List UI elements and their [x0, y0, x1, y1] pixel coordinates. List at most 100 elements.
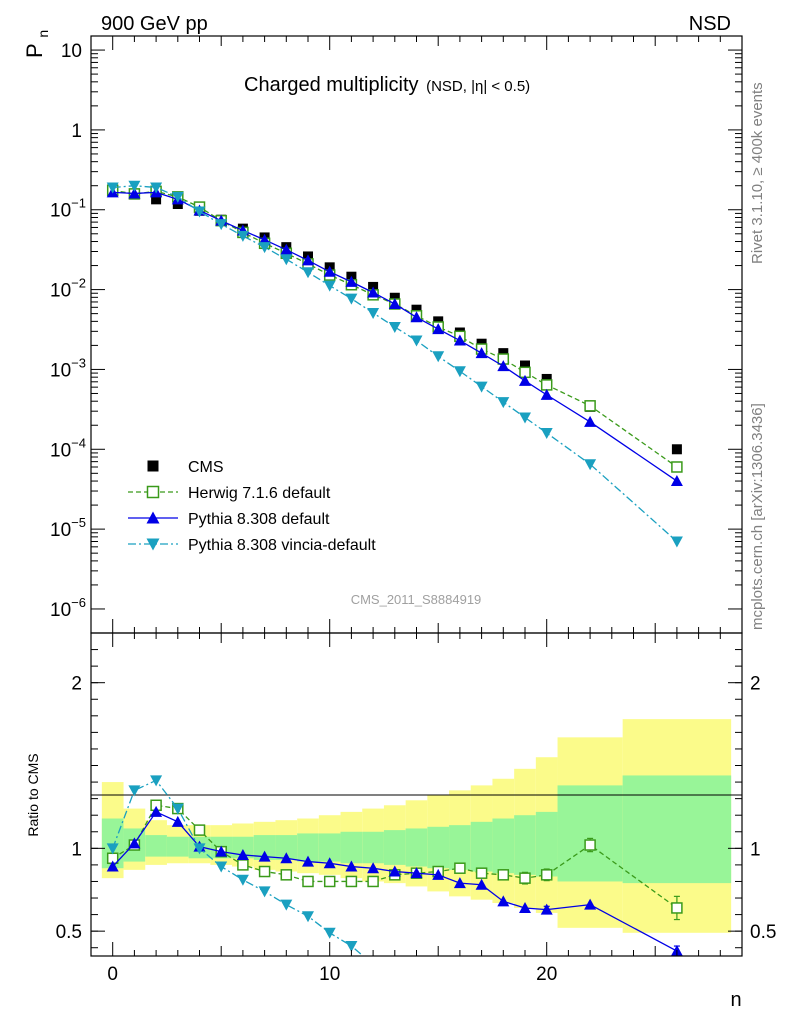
x-tick-label: 20 [536, 964, 557, 985]
main-data-point [453, 334, 466, 346]
ratio-data-point [150, 775, 163, 787]
ratio-data-point [454, 862, 466, 874]
main-data-point [171, 191, 184, 203]
main-data-point [151, 194, 162, 205]
ratio-band-inner [362, 831, 384, 864]
x-tick-label: 10 [319, 964, 340, 985]
ratio-data-point [476, 994, 488, 1005]
ratio-series-2 [106, 775, 531, 1013]
ratio-data-point [519, 1002, 531, 1013]
main-series-line [112, 191, 678, 482]
ratio-data-point [671, 902, 683, 914]
main-data-point [540, 427, 553, 439]
ratio-band-inner [405, 828, 428, 867]
ratio-data-point [106, 843, 119, 855]
main-data-point [258, 242, 271, 254]
ratio-y-tick-label-right: 2 [750, 674, 761, 695]
ratio-data-point [280, 852, 293, 864]
main-data-point [389, 292, 400, 303]
ratio-data-point [367, 959, 379, 970]
ratio-data-point [584, 898, 597, 910]
header-right-label: NSD [689, 13, 731, 35]
main-data-point [388, 297, 401, 309]
plot-title-main: Charged multiplicity [244, 74, 419, 96]
ratio-band-inner [297, 833, 319, 862]
main-data-point [410, 335, 423, 347]
main-data-point [280, 254, 293, 266]
ratio-band-inner [318, 833, 341, 862]
legend-marker [146, 511, 160, 524]
ratio-data-point [302, 875, 314, 888]
ratio-data-point [453, 877, 466, 889]
main-data-point [520, 360, 530, 371]
main-data-point [215, 219, 228, 231]
ratio-data-point [345, 860, 358, 872]
main-y-tick-label: 10−1 [50, 196, 86, 222]
ratio-data-point [345, 875, 358, 888]
ratio-series-layer [106, 775, 683, 1013]
main-data-point [671, 461, 683, 473]
main-y-tick-label: 10−5 [50, 515, 86, 541]
main-data-point [367, 307, 380, 319]
ratio-data-point [171, 803, 184, 815]
main-data-point [302, 267, 314, 279]
ratio-band-inner [470, 821, 493, 872]
ratio-data-point [193, 824, 206, 836]
main-data-point [475, 347, 488, 359]
main-data-point [323, 265, 336, 277]
main-y-tick-label: 10−6 [50, 595, 86, 621]
ratio-data-point [432, 982, 444, 993]
ratio-data-point [323, 875, 336, 888]
main-data-point [453, 366, 466, 378]
main-data-point [345, 275, 358, 287]
ratio-data-point [367, 862, 380, 874]
legend-label: Pythia 8.308 vincia-default [188, 537, 376, 554]
ratio-band-inner [232, 836, 254, 859]
legend-marker [147, 460, 159, 472]
main-series-layer [106, 180, 683, 548]
ratio-data-point [171, 815, 184, 827]
ratio-data-point [519, 872, 531, 884]
ratio-band-inner [340, 831, 363, 864]
main-data-point [106, 182, 119, 194]
legend-label: CMS [188, 459, 224, 476]
ratio-data-point [128, 785, 141, 797]
ratio-y-tick-label: 0.5 [56, 922, 82, 943]
legend-marker [146, 485, 160, 499]
ratio-data-point [497, 999, 509, 1010]
ratio-data-point [454, 989, 466, 1000]
ratio-data-point [215, 845, 228, 857]
main-data-point [670, 475, 683, 487]
plot-title: Charged multiplicity (NSD, |η| < 0.5) [244, 74, 530, 96]
ratio-y-tick-label-right: 0.5 [750, 922, 776, 943]
main-data-point [128, 187, 141, 199]
main-data-point [345, 293, 358, 305]
ratio-axes: 0.5 0.51 12 20 10 20 [56, 633, 776, 985]
ratio-data-point [411, 976, 423, 987]
main-data-point [323, 280, 336, 292]
main-data-point [280, 243, 293, 255]
ratio-data-point [258, 886, 271, 898]
main-y-axis-label-main: P [22, 44, 47, 58]
ratio-data-point [323, 857, 336, 869]
ratio-data-point [280, 869, 293, 881]
main-y-tick-label: 10−4 [50, 435, 86, 461]
main-data-point [150, 182, 163, 194]
main-y-tick-label: 10−2 [50, 276, 86, 302]
ratio-data-point [258, 865, 271, 878]
x-axis-label: n [730, 989, 741, 1011]
main-data-point [670, 536, 683, 548]
ratio-y-tick-label-right: 1 [750, 839, 761, 860]
main-y-tick-label: 1 [71, 121, 82, 142]
ratio-data-point [584, 839, 596, 851]
ratio-band-inner [535, 811, 558, 877]
x-tick-label: 0 [107, 964, 118, 985]
ratio-band-inner [427, 826, 450, 869]
main-axes: 10 1 10−1 10−2 10−3 10−4 10−5 10−6 [50, 36, 742, 633]
ratio-data-point [236, 848, 249, 860]
main-data-point [671, 444, 682, 455]
plot-title-sub: (NSD, |η| < 0.5) [426, 78, 530, 95]
main-data-point [497, 397, 510, 409]
main-y-axis-label: P n [22, 30, 51, 58]
legend-label: Herwig 7.1.6 default [188, 485, 331, 502]
